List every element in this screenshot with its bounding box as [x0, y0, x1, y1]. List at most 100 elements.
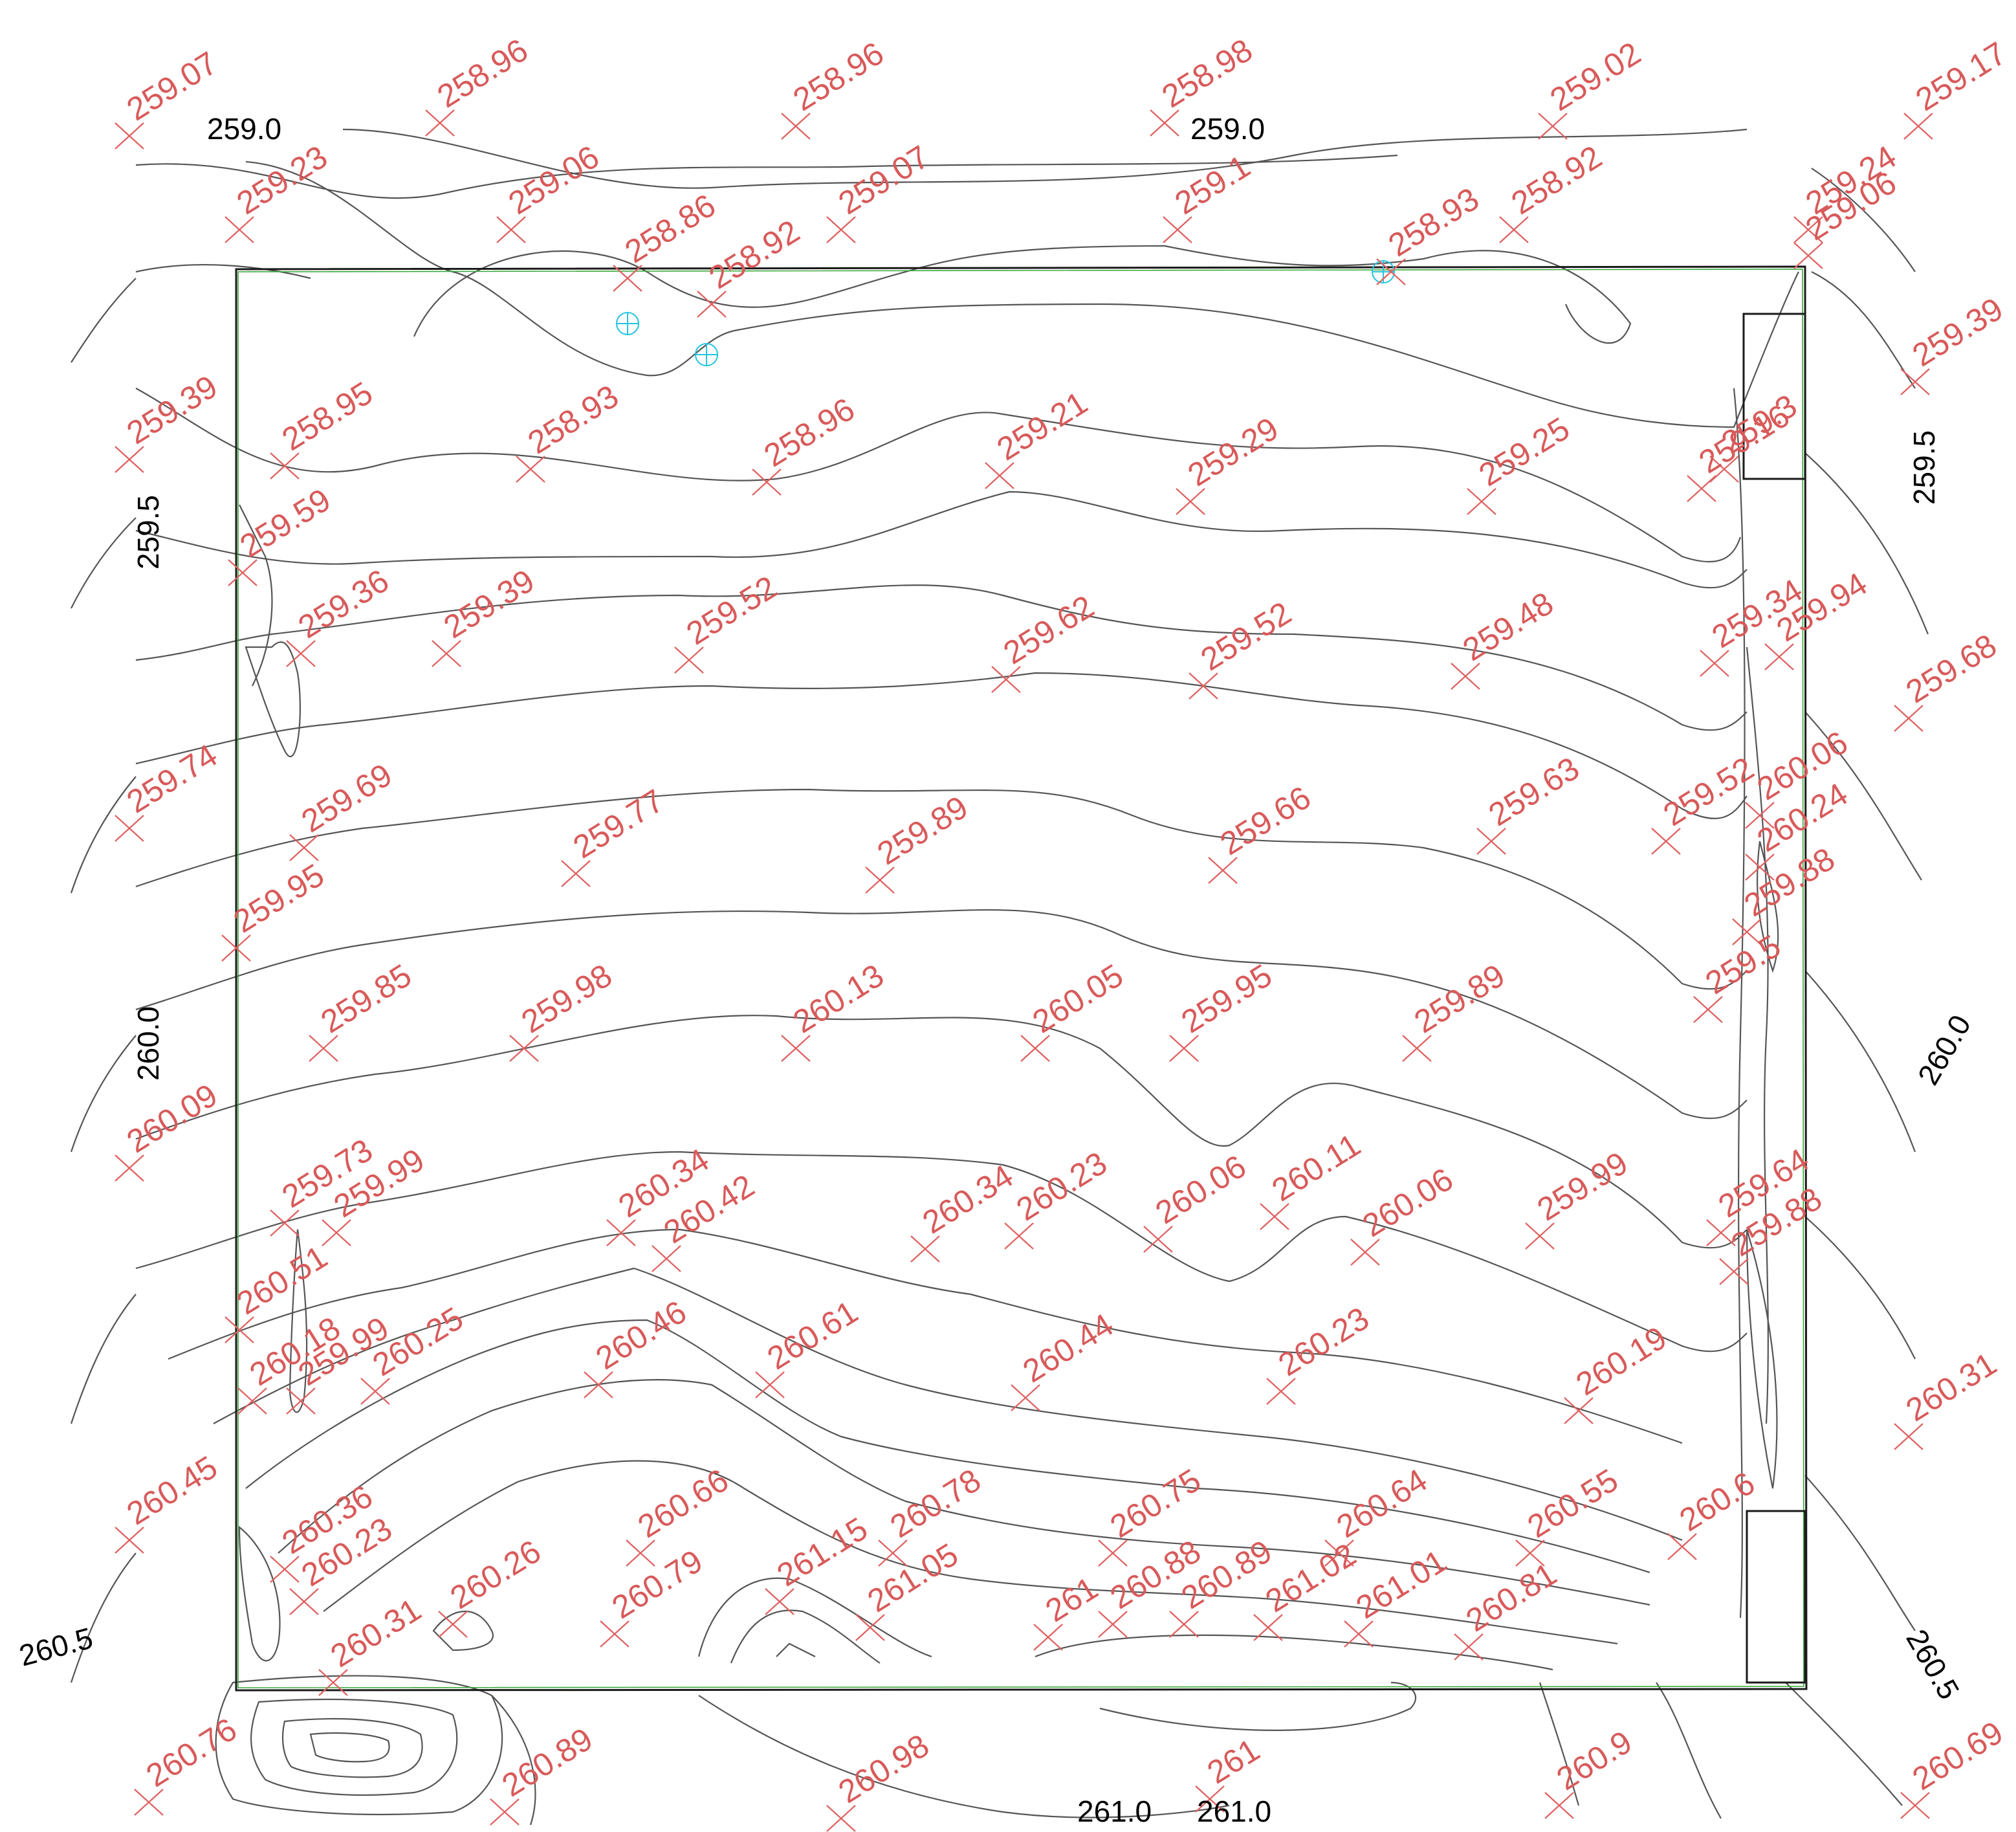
spot-elevation: 260.11 — [1260, 1127, 1366, 1230]
spot-elevation: 258.86 — [613, 187, 722, 292]
spot-elevation-label: 258.98 — [1156, 32, 1258, 115]
cross-marker-icon — [781, 113, 811, 140]
cross-marker-icon — [1454, 1633, 1484, 1661]
spot-elevation: 260.23 — [1266, 1300, 1375, 1405]
spot-elevation: 261.05 — [855, 1536, 965, 1641]
spot-elevation-label: 259.68 — [1900, 627, 2002, 711]
spot-elevation: 260.44 — [1011, 1307, 1120, 1411]
cross-marker-icon — [697, 291, 727, 318]
spot-elevation: 260.31 — [318, 1591, 428, 1696]
spot-elevation-label: 260.78 — [884, 1462, 987, 1545]
cross-marker-icon — [1764, 643, 1794, 670]
spot-elevation: 260.61 — [755, 1294, 864, 1398]
spot-elevation-label: 259.17 — [1909, 35, 2012, 118]
spot-elevation-label: 259.89 — [871, 789, 974, 872]
cross-marker-icon — [1667, 1533, 1697, 1560]
cross-marker-icon — [1538, 113, 1568, 140]
contour-label: 259.0 — [207, 112, 281, 146]
cross-marker-icon — [237, 1387, 267, 1415]
spot-elevation: 259.07 — [826, 138, 936, 243]
spot-elevation: 259.85 — [309, 957, 418, 1062]
spot-elevation: 259.02 — [1538, 35, 1647, 140]
spot-elevation-label: 259.66 — [1214, 779, 1317, 863]
spot-elevation-label: 260.98 — [832, 1727, 935, 1811]
spot-elevation-label: 259.52 — [680, 569, 783, 652]
spot-elevation-label: 259.63 — [1482, 750, 1585, 833]
cross-marker-icon — [309, 1035, 338, 1062]
spot-elevation: 261 — [1033, 1570, 1104, 1651]
cross-marker-icon — [1402, 1035, 1432, 1062]
cross-marker-icon — [1143, 1226, 1173, 1253]
spot-elevation: 259.95 — [1169, 957, 1278, 1062]
spot-elevation-label: 259.95 — [1175, 957, 1278, 1041]
cross-marker-icon — [626, 1540, 655, 1567]
cross-marker-icon — [674, 646, 704, 674]
cross-marker-icon — [1745, 802, 1775, 829]
cross-marker-icon — [270, 1209, 300, 1237]
cross-marker-icon — [115, 446, 144, 473]
cross-marker-icon — [1011, 1384, 1040, 1411]
spot-elevation-label: 260.31 — [324, 1591, 427, 1675]
cross-marker-icon — [432, 640, 461, 667]
spot-elevation: 259.39 — [432, 562, 541, 667]
spot-elevation-label: 259.1 — [1168, 148, 1256, 222]
cross-marker-icon — [1253, 1614, 1283, 1641]
contour-label: 259.5 — [1907, 430, 1941, 505]
cross-marker-icon — [289, 834, 319, 861]
cross-marker-icon — [1260, 1203, 1289, 1230]
spot-elevation: 259.52 — [1189, 595, 1298, 700]
cross-marker-icon — [1344, 1620, 1374, 1648]
spot-elevation-label: 259.85 — [314, 957, 417, 1041]
spot-elevation-label: 259.29 — [1181, 410, 1284, 494]
cross-marker-icon — [1098, 1611, 1128, 1638]
spot-elevation-label: 260.76 — [140, 1711, 243, 1794]
contour-label: 260.0 — [1911, 1009, 1978, 1090]
cross-marker-icon — [1169, 1611, 1199, 1638]
spot-elevation-label: 260.26 — [444, 1533, 547, 1617]
spot-elevation-label: 259.98 — [515, 957, 618, 1041]
cross-marker-icon — [286, 640, 316, 667]
cross-marker-icon — [1208, 857, 1238, 884]
spot-elevation: 259.59 — [228, 481, 337, 586]
cross-marker-icon — [115, 1154, 144, 1182]
spot-elevation: 259.1 — [1163, 148, 1256, 243]
spot-elevation-label: 259.39 — [1906, 291, 2009, 374]
cross-marker-icon — [1900, 368, 1930, 395]
spot-elevations: 259.07 258.96 258.96 258.98 259.02 259.17 259.… — [115, 32, 2013, 1832]
cross-marker-icon — [910, 1235, 940, 1263]
spot-elevation-label: 261.15 — [771, 1510, 873, 1594]
spot-elevation: 259.36 — [286, 562, 395, 667]
spot-elevation: 260.69 — [1900, 1714, 2010, 1819]
cross-marker-icon — [1169, 1035, 1199, 1062]
spot-elevation-label: 259.52 — [1194, 595, 1297, 678]
spot-elevation-label: 260.55 — [1521, 1462, 1624, 1545]
spot-elevation: 258.95 — [270, 375, 379, 480]
control-point-marker — [695, 343, 718, 366]
spot-elevation: 260.06 — [1350, 1161, 1460, 1266]
cross-marker-icon — [878, 1540, 908, 1567]
spot-elevation: 258.96 — [781, 35, 890, 140]
spot-elevation: 260.13 — [781, 957, 890, 1062]
spot-elevation: 259.68 — [1894, 627, 2003, 732]
spot-elevation-label: 259.07 — [832, 138, 935, 222]
spot-elevation-label: 260.06 — [1149, 1148, 1252, 1231]
spot-elevation: 259.25 — [1467, 410, 1576, 515]
spot-elevation: 260.98 — [826, 1727, 936, 1832]
cross-marker-icon — [1515, 1540, 1545, 1567]
spot-elevation: 258.93 — [1376, 181, 1485, 285]
spot-elevation: 259.77 — [561, 782, 670, 887]
cross-marker-icon — [765, 1588, 794, 1615]
spot-elevation-label: 260.11 — [1265, 1127, 1366, 1209]
cross-marker-icon — [1150, 109, 1179, 137]
cross-marker-icon — [1189, 672, 1218, 700]
spot-elevation: 259.39 — [1900, 291, 2010, 395]
cross-marker-icon — [991, 666, 1021, 693]
cross-marker-icon — [1564, 1397, 1594, 1424]
spot-elevation-label: 261 — [1039, 1570, 1104, 1629]
spot-elevation: 259.98 — [509, 957, 619, 1062]
spot-elevation: 260.09 — [115, 1077, 224, 1182]
cross-marker-icon — [1719, 1258, 1749, 1285]
spot-elevation-label: 260.81 — [1460, 1556, 1562, 1639]
spot-elevation: 259.16 — [1687, 397, 1796, 502]
